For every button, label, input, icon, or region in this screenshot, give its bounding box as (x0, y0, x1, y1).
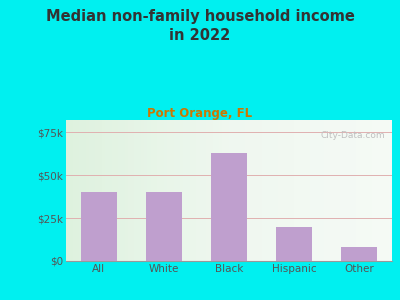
Bar (211, 153, 247, 261)
Bar (146, 192, 182, 261)
Text: Port Orange, FL: Port Orange, FL (148, 106, 252, 119)
Text: City-Data.com: City-Data.com (321, 131, 386, 140)
Text: Median non-family household income
in 2022: Median non-family household income in 20… (46, 9, 354, 43)
Bar (342, 247, 377, 261)
Bar (81, 192, 116, 261)
Bar (276, 226, 312, 261)
